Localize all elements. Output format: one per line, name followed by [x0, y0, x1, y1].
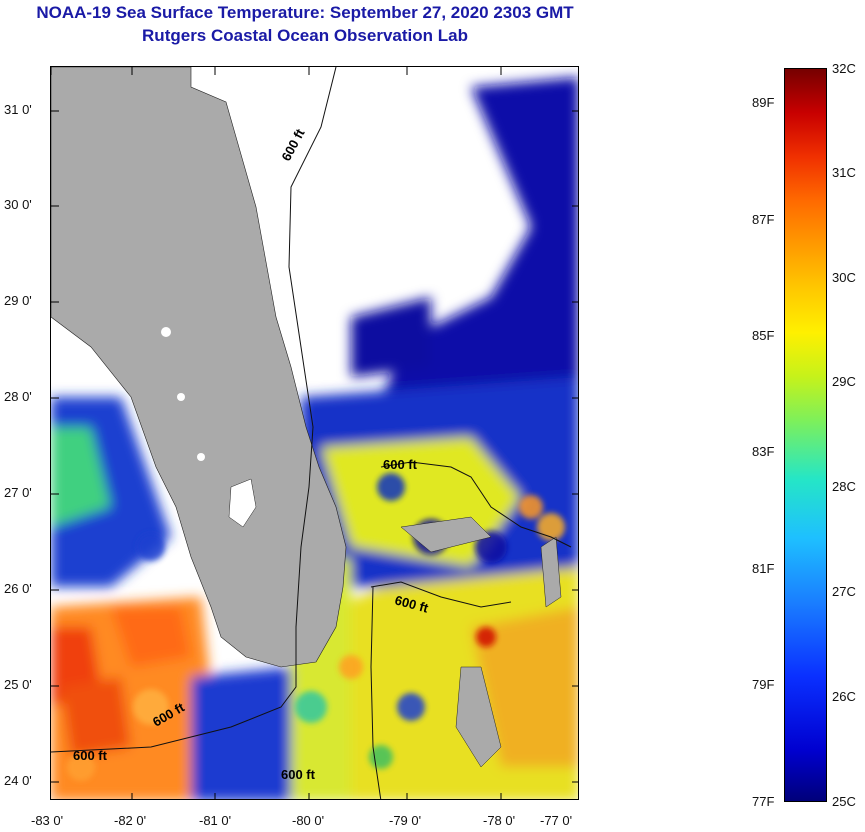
sst-map[interactable]: 600 ft 600 ft 600 ft 600 ft 600 ft 600 f…: [50, 66, 579, 800]
florida-land: [51, 67, 347, 668]
contour-label: 600 ft: [281, 767, 316, 782]
colorbar-fahrenheit-label: 85F: [752, 328, 775, 343]
latitude-label: 30 0': [4, 197, 32, 212]
longitude-label: -81 0': [199, 813, 232, 828]
latitude-label: 26 0': [4, 581, 32, 596]
longitude-label: -82 0': [114, 813, 147, 828]
contour-label: 600 ft: [383, 457, 418, 472]
contour-lines: [51, 67, 572, 799]
colorbar-celsius-label: 31C: [832, 165, 856, 180]
lake-okeechobee: [228, 478, 257, 528]
bahamas-land: [400, 516, 492, 553]
temperature-colorbar: [784, 68, 827, 802]
longitude-label: -78 0': [483, 813, 516, 828]
latitude-label: 27 0': [4, 485, 32, 500]
bahamas-land: [455, 666, 502, 768]
colorbar-celsius-label: 32C: [832, 61, 856, 76]
latitude-label: 25 0': [4, 677, 32, 692]
colorbar-fahrenheit-label: 77F: [752, 794, 775, 809]
colorbar-celsius-label: 28C: [832, 479, 856, 494]
contour-label: 600 ft: [73, 748, 108, 763]
latitude-label: 28 0': [4, 389, 32, 404]
latitude-label: 24 0': [4, 773, 32, 788]
colorbar-celsius-label: 29C: [832, 374, 856, 389]
inland-lake: [177, 393, 185, 401]
map-subtitle: Rutgers Coastal Ocean Observation Lab: [142, 26, 468, 45]
colorbar-celsius-label: 27C: [832, 584, 856, 599]
map-title: NOAA-19 Sea Surface Temperature: Septemb…: [36, 3, 574, 22]
latitude-label: 31 0': [4, 102, 32, 117]
longitude-label: -77 0': [540, 813, 573, 828]
grid-ticks: [51, 67, 578, 799]
colorbar-celsius-label: 26C: [832, 689, 856, 704]
sst-map-canvas: 600 ft 600 ft 600 ft 600 ft 600 ft 600 f…: [51, 67, 578, 799]
colorbar-fahrenheit-label: 89F: [752, 95, 775, 110]
inland-lake: [161, 327, 171, 337]
longitude-label: -79 0': [389, 813, 422, 828]
latitude-label: 29 0': [4, 293, 32, 308]
colorbar-fahrenheit-label: 81F: [752, 561, 775, 576]
colorbar-celsius-label: 25C: [832, 794, 856, 809]
colorbar-celsius-label: 30C: [832, 270, 856, 285]
colorbar-fahrenheit-label: 83F: [752, 444, 775, 459]
colorbar-fahrenheit-label: 87F: [752, 212, 775, 227]
bahamas-land: [540, 536, 562, 608]
contour-label: 600 ft: [278, 126, 308, 164]
inland-lake: [197, 453, 205, 461]
sst-field: [51, 77, 578, 799]
longitude-label: -80 0': [292, 813, 325, 828]
colorbar-fahrenheit-label: 79F: [752, 677, 775, 692]
longitude-label: -83 0': [31, 813, 64, 828]
